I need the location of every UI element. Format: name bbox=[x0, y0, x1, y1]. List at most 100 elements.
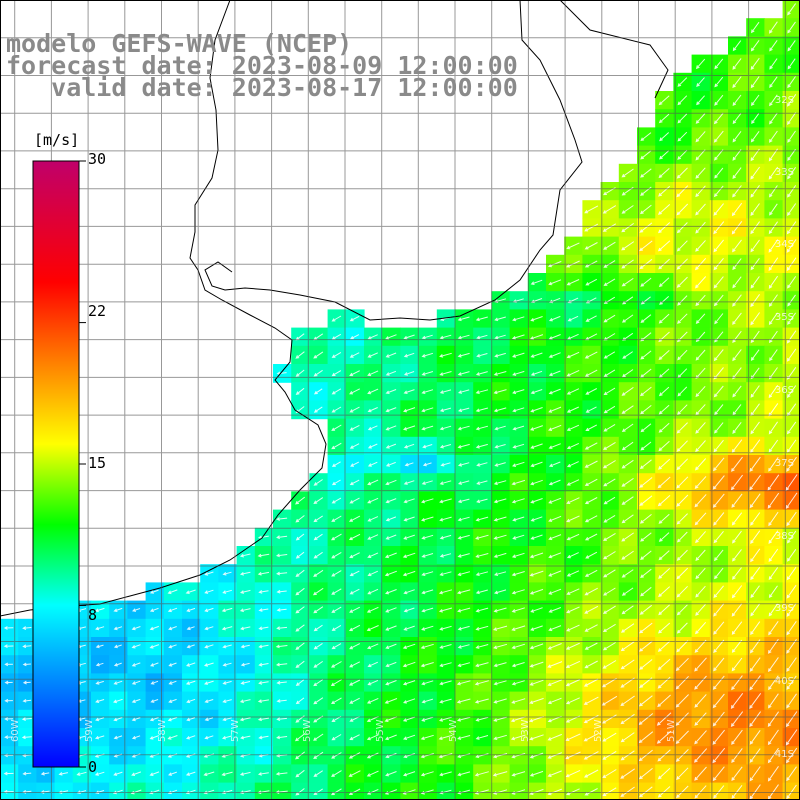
wind-arrow bbox=[529, 679, 544, 686]
wind-arrow bbox=[640, 550, 652, 560]
colorbar-tick-22: 22 bbox=[88, 302, 107, 320]
wind-arrow bbox=[731, 657, 743, 672]
wind-arrow bbox=[203, 662, 214, 667]
wind-arrow bbox=[422, 462, 432, 467]
wind-arrow bbox=[150, 662, 159, 667]
wind-arrow bbox=[786, 94, 797, 107]
wind-arrow bbox=[750, 294, 761, 308]
wind-arrow bbox=[695, 131, 706, 143]
wind-arrow bbox=[349, 697, 360, 704]
lat-label-39s: 39S bbox=[774, 603, 794, 614]
wind-arrow bbox=[330, 661, 342, 668]
wind-arrow bbox=[385, 589, 397, 595]
wind-arrow bbox=[313, 551, 323, 559]
wind-arrow bbox=[4, 698, 13, 703]
wind-arrow bbox=[732, 185, 742, 198]
wind-arrow bbox=[749, 474, 762, 491]
wind-arrow bbox=[694, 694, 707, 708]
wind-arrow bbox=[511, 625, 526, 631]
wind-arrow bbox=[639, 204, 652, 215]
wind-arrow bbox=[384, 570, 397, 577]
wind-arrow bbox=[547, 697, 562, 705]
wind-arrow bbox=[457, 771, 471, 777]
wind-arrow bbox=[731, 639, 743, 653]
wind-arrow bbox=[602, 205, 617, 214]
wind-arrow bbox=[620, 659, 635, 670]
wind-arrow bbox=[204, 735, 214, 740]
wind-arrow bbox=[584, 515, 598, 523]
wind-arrow bbox=[511, 771, 526, 777]
wind-arrow bbox=[731, 512, 743, 526]
wind-arrow bbox=[330, 533, 342, 541]
wind-arrow bbox=[714, 422, 724, 434]
wind-arrow bbox=[402, 552, 416, 558]
wind-arrow bbox=[295, 606, 305, 614]
wind-arrow bbox=[367, 552, 379, 558]
wind-arrow bbox=[403, 352, 415, 358]
wind-arrow bbox=[113, 607, 123, 612]
wind-arrow bbox=[295, 533, 305, 541]
wind-arrow bbox=[258, 735, 269, 740]
wind-arrow bbox=[640, 132, 652, 142]
wind-arrow bbox=[621, 514, 634, 524]
wind-arrow bbox=[657, 694, 671, 708]
lat-label-38s: 38S bbox=[774, 531, 794, 542]
wind-arrow bbox=[677, 349, 688, 361]
lon-label-53w: 53W bbox=[520, 719, 531, 742]
wind-arrow bbox=[239, 699, 251, 704]
wind-arrow bbox=[786, 657, 797, 672]
wind-arrow bbox=[313, 606, 324, 614]
wind-arrow bbox=[221, 735, 233, 740]
wind-arrow bbox=[714, 58, 724, 70]
wind-arrow bbox=[149, 589, 159, 594]
wind-arrow bbox=[620, 641, 635, 652]
wind-arrow bbox=[695, 185, 706, 198]
wind-arrow bbox=[786, 675, 797, 690]
wind-arrow bbox=[750, 567, 761, 581]
wind-arrow bbox=[621, 550, 634, 560]
wind-arrow bbox=[640, 350, 652, 360]
wind-arrow bbox=[768, 385, 779, 399]
wind-arrow bbox=[511, 752, 526, 759]
wind-arrow bbox=[732, 112, 742, 125]
wind-arrow bbox=[565, 751, 581, 760]
wind-arrow bbox=[186, 644, 195, 649]
wind-arrow bbox=[149, 625, 159, 631]
wind-arrow bbox=[750, 421, 760, 435]
wind-arrow bbox=[713, 349, 724, 362]
wind-arrow bbox=[732, 294, 742, 307]
wind-arrow bbox=[421, 607, 434, 613]
wind-arrow bbox=[240, 681, 251, 685]
wind-arrow bbox=[385, 461, 396, 467]
wind-arrow bbox=[712, 711, 725, 727]
wind-arrow bbox=[584, 242, 598, 250]
wind-arrow bbox=[603, 423, 616, 432]
wind-arrow bbox=[367, 497, 379, 504]
wind-arrow bbox=[621, 496, 634, 505]
wind-arrow bbox=[530, 407, 543, 413]
wind-arrow bbox=[402, 680, 416, 686]
wind-arrow bbox=[494, 316, 506, 322]
wind-arrow bbox=[713, 603, 725, 617]
wind-arrow bbox=[658, 95, 670, 106]
wind-arrow bbox=[492, 771, 508, 777]
wind-arrow bbox=[749, 748, 761, 763]
wind-arrow bbox=[769, 349, 778, 362]
lat-label-36s: 36S bbox=[774, 385, 794, 396]
wind-arrow bbox=[787, 294, 796, 307]
wind-arrow bbox=[750, 40, 760, 52]
lat-label-35s: 35S bbox=[774, 312, 794, 323]
wind-arrow bbox=[113, 698, 123, 704]
wind-arrow bbox=[512, 316, 525, 322]
wind-arrow bbox=[403, 753, 415, 759]
wind-arrow bbox=[621, 241, 635, 251]
wind-arrow bbox=[476, 498, 488, 504]
wind-arrow bbox=[366, 625, 379, 632]
wind-arrow bbox=[548, 461, 561, 467]
wind-arrow bbox=[493, 607, 507, 613]
wind-arrow bbox=[186, 735, 196, 740]
wind-arrow bbox=[731, 202, 743, 217]
wind-arrow bbox=[439, 644, 452, 649]
wind-arrow bbox=[457, 735, 471, 740]
wind-arrow bbox=[257, 772, 269, 776]
